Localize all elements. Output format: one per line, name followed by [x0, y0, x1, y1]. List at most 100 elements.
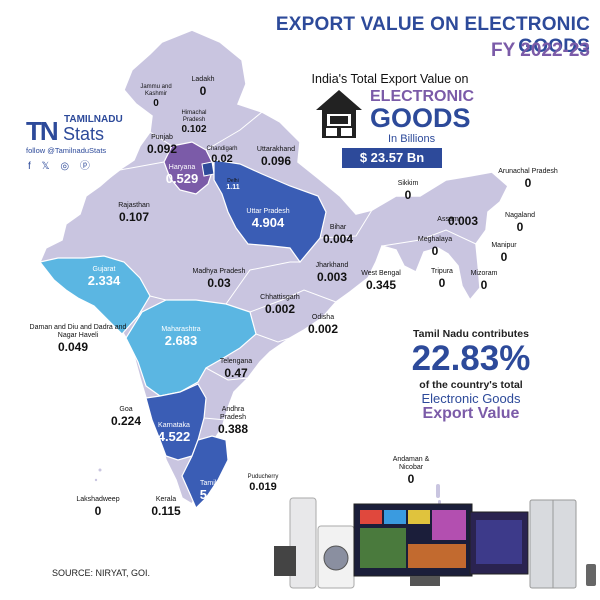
state-name: Jammu and Kashmir: [140, 84, 172, 97]
state-value: 5.371: [199, 487, 233, 502]
state-name: Lakshadweep: [76, 496, 120, 503]
appliance-base: [410, 576, 440, 586]
state-value: 0.107: [118, 210, 150, 224]
air-cooler: [289, 497, 317, 589]
state-assam: Assam 0.003: [428, 214, 479, 228]
state-value: 0.092: [146, 142, 178, 156]
state-value: 0.224: [110, 414, 142, 428]
state-name: Nagaland: [505, 212, 535, 219]
state-lakshadweep: Lakshadweep 0: [70, 496, 126, 518]
state-value: 0: [438, 276, 446, 290]
state-name: Haryana: [168, 164, 196, 171]
state-value: 2.334: [87, 273, 121, 288]
state-value: 0: [431, 244, 439, 258]
state-value: 0.004: [322, 232, 354, 246]
state-name: Kerala: [155, 496, 177, 503]
state-value: 0: [199, 84, 207, 98]
gujarat-region: [38, 255, 151, 335]
state-wb: West Bengal 0.345: [356, 270, 406, 292]
state-arunachal: Arunachal Pradesh 0: [490, 168, 566, 190]
state-value: 0.102: [181, 124, 207, 135]
state-jharkhand: Jharkhand 0.003: [308, 262, 356, 284]
state-name: Chandigarh: [206, 146, 238, 152]
state-name: Uttarakhand: [256, 146, 296, 153]
state-value: 0: [404, 188, 412, 202]
state-value: 0: [480, 278, 488, 292]
state-name: Arunachal Pradesh: [498, 168, 558, 175]
state-up: Uttar Pradesh 4.904: [234, 208, 302, 230]
state-value: 0.002: [307, 322, 339, 336]
page-title: EXPORT VALUE ON ELECTRONIC GOODS: [275, 14, 590, 57]
state-mizoram: Mizoram 0: [464, 270, 504, 292]
state-name: Andaman & Nicobar: [392, 456, 430, 471]
state-hp: Himachal Pradesh 0.102: [172, 110, 216, 135]
state-value: 0: [153, 98, 159, 109]
state-rajasthan: Rajasthan 0.107: [106, 202, 162, 224]
state-value: 0.388: [217, 422, 249, 436]
state-name: Rajasthan: [118, 202, 150, 209]
india-total-heading: India's Total Export Value on: [311, 72, 469, 86]
state-telangana: Telengana 0.47: [212, 358, 260, 380]
house-icon: [316, 90, 362, 138]
state-value: 0.002: [264, 302, 296, 316]
tamilnadu-region: [181, 435, 229, 510]
follow-handle: follow @TamilnaduStats: [26, 146, 107, 155]
source-note: SOURCE: NIRYAT, GOI.: [52, 568, 151, 578]
state-name: Madhya Pradesh: [192, 268, 246, 275]
tn-share-line1: of the country's total: [419, 379, 523, 391]
state-maharashtra: Maharashtra 2.683: [148, 326, 214, 348]
brand-logo-label: TAMILNADU: [64, 114, 123, 125]
state-name: Gujarat: [92, 266, 116, 273]
state-value: 2.683: [164, 333, 198, 348]
state-value: 0.03: [207, 276, 231, 290]
state-goa: Goa 0.224: [108, 406, 144, 428]
state-value: 0.096: [260, 154, 292, 168]
state-name: Tamilnadu: [200, 480, 232, 487]
state-name: Sikkim: [397, 180, 419, 187]
maharashtra-region: [125, 299, 257, 397]
state-value: 0.019: [249, 481, 277, 493]
state-name: Meghalaya: [417, 236, 453, 243]
lakshadweep-islands: [94, 468, 102, 482]
state-name: West Bengal: [361, 270, 401, 277]
state-value: 0.003: [448, 214, 479, 228]
haryana-region: [163, 141, 215, 195]
brand-logo-mark: TN: [26, 116, 59, 146]
state-name: Uttar Pradesh: [246, 208, 290, 215]
state-value: 0: [524, 176, 532, 190]
tn-share-lead: Tamil Nadu contributes: [413, 328, 529, 340]
state-value: 0.47: [224, 366, 248, 380]
state-ap: Andhra Pradesh 0.388: [210, 406, 256, 436]
state-name: Daman and Diu and Dadra and Nagar Haveli: [29, 324, 127, 339]
india-total-line2: GOODS: [370, 103, 471, 133]
state-punjab: Punjab 0.092: [140, 134, 184, 156]
state-value: 0: [516, 220, 524, 234]
state-puducherry: Puducherry 0.019: [240, 474, 286, 493]
state-value: 0.529: [165, 171, 199, 186]
state-borders: [85, 111, 477, 421]
electronics-image: [274, 497, 596, 589]
phone: [586, 564, 596, 586]
state-kerala: Kerala 0.115: [146, 496, 186, 518]
state-name: Tripura: [431, 268, 453, 275]
social-icons: f 𝕏 ◎ ⓟ: [28, 161, 94, 172]
state-value: 4.522: [157, 429, 191, 444]
india-total-value: $ 23.57 Bn: [342, 148, 442, 168]
tn-share-percent: 22.83%: [411, 339, 531, 378]
state-chandigarh: Chandigarh 0.02: [200, 146, 244, 165]
state-name: Telengana: [219, 358, 253, 365]
state-name: Assam: [437, 216, 459, 223]
microwave: [274, 546, 296, 576]
state-odisha: Odisha 0.002: [298, 314, 348, 336]
state-nagaland: Nagaland 0: [498, 212, 542, 234]
state-name: Jharkhand: [315, 262, 349, 269]
uttar-pradesh-region: [213, 159, 327, 263]
state-name: Maharashtra: [161, 326, 201, 333]
page-subtitle: FY 2022-23: [491, 40, 590, 61]
state-name: Chhattisgarh: [260, 294, 300, 301]
india-total-line1: ELECTRONIC: [370, 88, 474, 105]
state-name: Manipur: [491, 242, 517, 249]
state-name: Delhi: [227, 178, 239, 184]
state-value: 0: [500, 250, 508, 264]
